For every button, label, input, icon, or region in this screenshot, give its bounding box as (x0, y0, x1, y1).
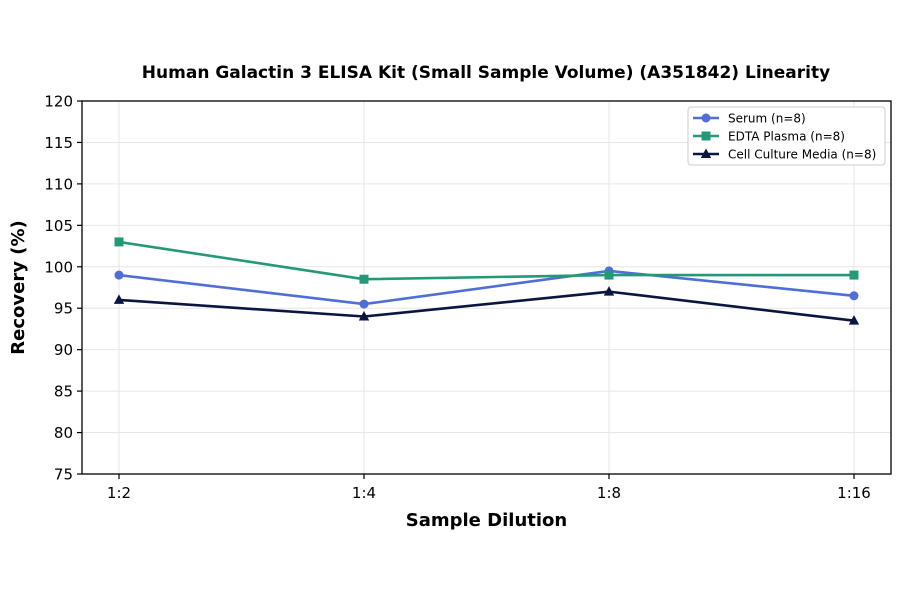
legend-box (687, 106, 886, 166)
x-tick-label: 1:2 (107, 484, 131, 502)
series-line (118, 269, 855, 306)
axis-ticks: 75 80 85 90 95 100 105 110 115 120 1:2 1:4 1:8 1:16 (44, 93, 870, 503)
data-point (849, 291, 859, 301)
x-tick-label: 1:4 (352, 484, 376, 502)
legend: Serum (n=8) EDTA Plasma (n=8) Cell Culture… (687, 106, 886, 166)
legend-marker (701, 131, 711, 141)
data-point (114, 270, 124, 280)
legend-marker (701, 113, 711, 123)
legend-marker (700, 148, 712, 158)
legend-entry: EDTA Plasma (n=8) (693, 130, 845, 144)
x-tick-label: 1:16 (837, 484, 871, 502)
y-tick-label: 105 (44, 217, 73, 235)
y-tick-label: 120 (44, 93, 73, 111)
y-tick-label: 85 (54, 383, 73, 401)
data-point (848, 315, 860, 325)
legend-entry: Cell Culture Media (n=8) (693, 148, 876, 162)
legend-entry: Serum (n=8) (693, 112, 806, 126)
chart-title: Human Galactin 3 ELISA Kit (Small Sample… (142, 63, 830, 83)
series-line (118, 240, 854, 281)
x-axis-label: Sample Dilution (406, 510, 567, 531)
data-point (604, 270, 614, 280)
legend-label: Cell Culture Media (n=8) (728, 148, 876, 162)
y-tick-label: 110 (44, 175, 73, 193)
y-tick-label: 100 (44, 258, 73, 276)
data-point (359, 299, 369, 309)
legend-label: EDTA Plasma (n=8) (728, 130, 845, 144)
plot-frame (81, 100, 892, 475)
legend-label: Serum (n=8) (728, 112, 806, 126)
x-tick-label: 1:8 (597, 484, 621, 502)
y-tick-label: 115 (44, 134, 73, 152)
series-2 (114, 237, 859, 284)
data-point (359, 274, 369, 284)
data-point (849, 270, 859, 280)
series-3 (113, 286, 860, 325)
y-axis-label: Recovery (%) (8, 220, 29, 354)
y-tick-label: 90 (54, 341, 73, 359)
y-tick-label: 75 (54, 466, 73, 484)
data-point (114, 237, 124, 247)
data-point (358, 311, 370, 321)
series-line (118, 290, 855, 322)
series-layer (113, 237, 860, 325)
series-1 (114, 266, 859, 309)
data-point (603, 286, 615, 296)
data-point (113, 294, 125, 304)
y-tick-label: 80 (54, 424, 73, 442)
y-tick-label: 95 (54, 300, 73, 318)
